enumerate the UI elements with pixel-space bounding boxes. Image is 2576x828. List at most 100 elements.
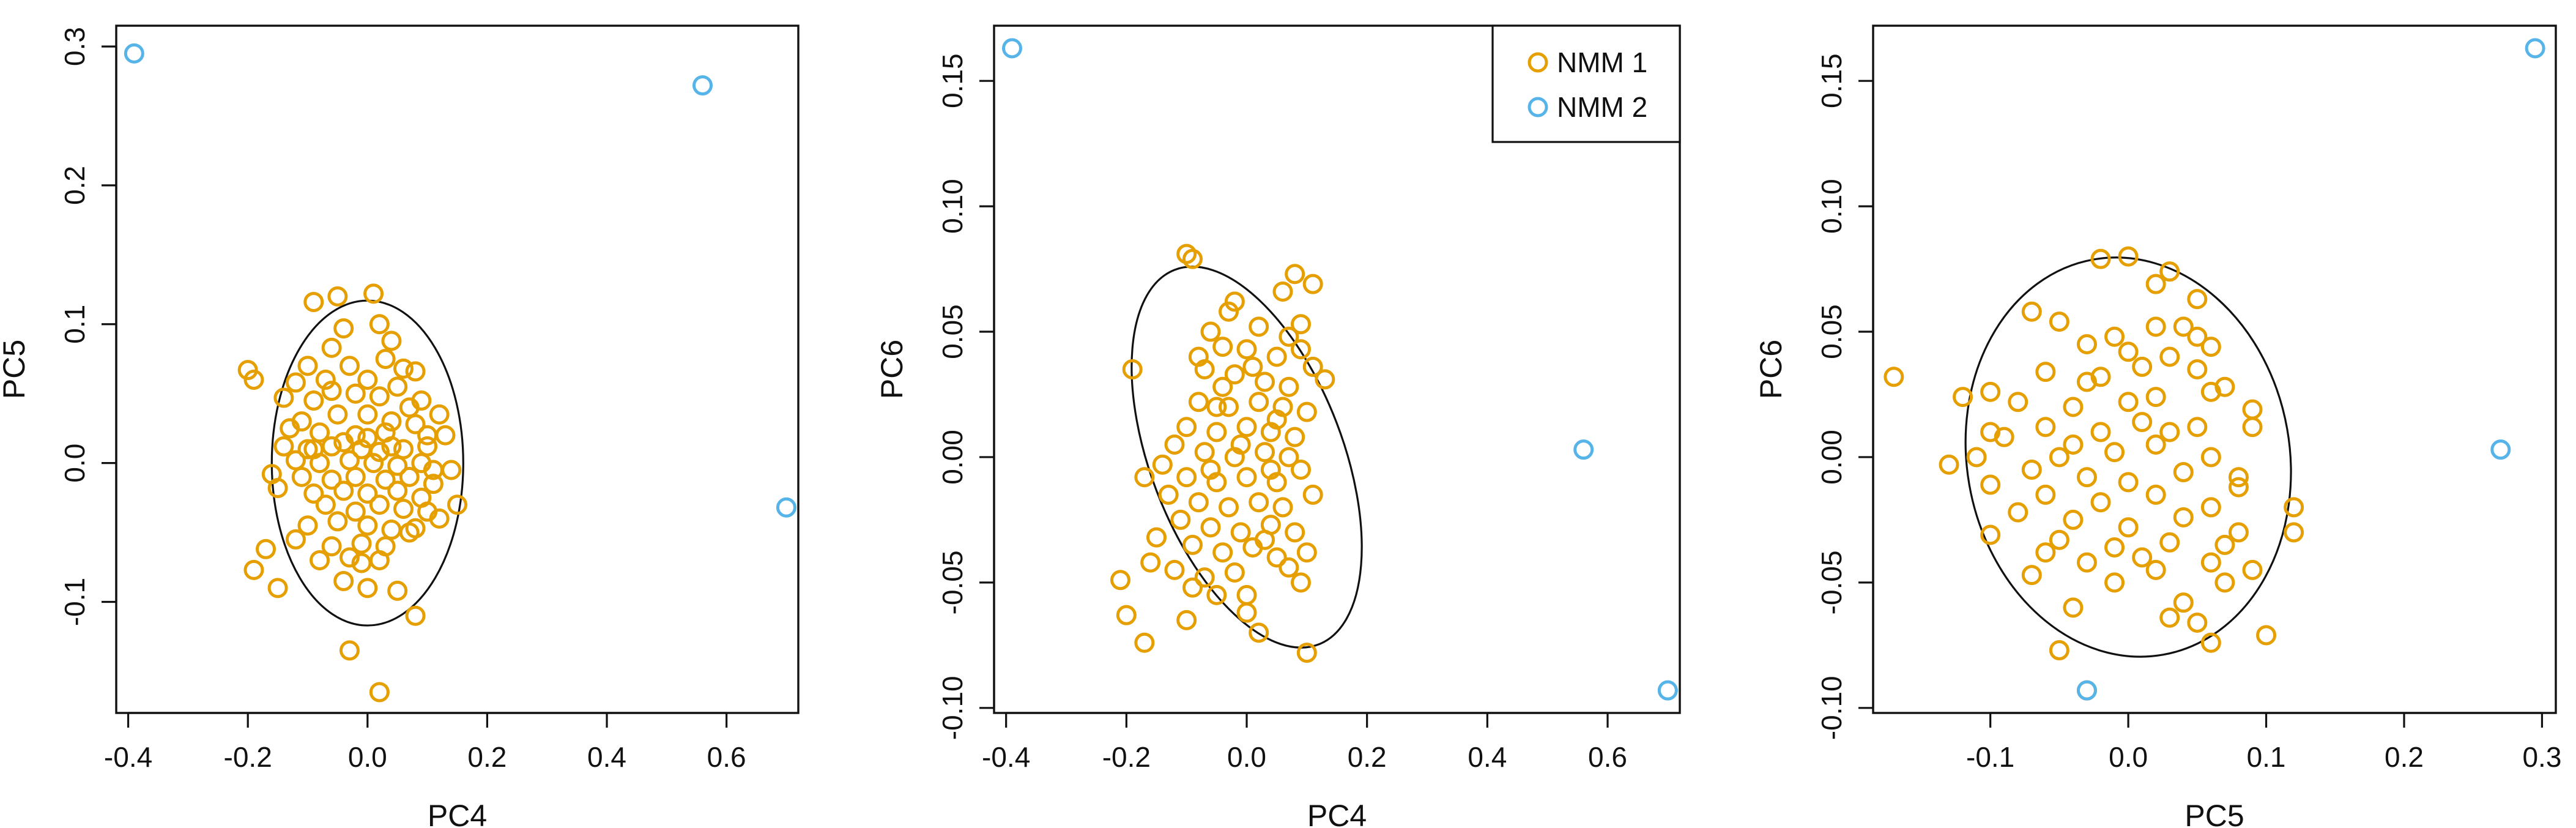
point-nmm1	[285, 450, 306, 471]
x-tick-label: 0.6	[707, 741, 746, 773]
point-nmm1	[2228, 522, 2249, 543]
point-nmm2	[1657, 680, 1678, 701]
point-nmm1	[2173, 592, 2194, 613]
point-nmm1	[1224, 562, 1245, 583]
point-nmm1	[2021, 459, 2042, 480]
point-nmm1	[2242, 417, 2263, 438]
point-nmm1	[1279, 447, 1299, 468]
point-nmm1	[1219, 301, 1239, 322]
point-nmm1	[381, 436, 402, 457]
point-nmm1	[2145, 387, 2166, 408]
point-nmm1	[2132, 412, 2153, 433]
point-nmm1	[423, 474, 444, 494]
point-nmm1	[297, 515, 318, 536]
point-nmm1	[1291, 339, 1311, 360]
point-nmm1	[1994, 427, 2014, 447]
point-nmm1	[2008, 392, 2029, 412]
point-nmm1	[333, 318, 354, 339]
point-nmm1	[2104, 442, 2125, 463]
point-nmm1	[1296, 643, 1317, 663]
x-tick-label: 0.2	[1348, 741, 1387, 773]
point-nmm1	[2118, 472, 2139, 493]
point-nmm1	[369, 386, 390, 407]
point-nmm1	[429, 404, 450, 425]
point-nmm1	[1164, 559, 1185, 580]
point-nmm1	[351, 533, 372, 554]
point-nmm1	[1966, 447, 1987, 468]
point-nmm1	[357, 370, 378, 390]
point-nmm1	[1219, 497, 1239, 518]
y-tick-label: 0.10	[1816, 179, 1847, 234]
point-nmm1	[1249, 622, 1269, 643]
y-tick-label: 0.00	[937, 430, 968, 485]
point-nmm2	[776, 497, 796, 518]
point-nmm1	[243, 559, 264, 580]
y-tick-label: -0.10	[937, 676, 968, 740]
point-nmm1	[1249, 316, 1269, 337]
point-nmm1	[327, 404, 348, 425]
point-nmm1	[2118, 341, 2139, 362]
point-nmm1	[1980, 381, 2001, 402]
point-nmm1	[2049, 640, 2069, 661]
point-nmm1	[1291, 459, 1311, 480]
point-nmm1	[1224, 364, 1245, 385]
point-nmm1	[339, 356, 360, 376]
point-nmm1	[2063, 397, 2084, 417]
y-tick-label: 0.1	[59, 305, 91, 344]
point-nmm1	[2132, 547, 2153, 568]
point-nmm1	[1194, 442, 1215, 463]
point-nmm1	[2063, 434, 2084, 455]
point-nmm2	[124, 43, 144, 64]
point-nmm1	[280, 418, 300, 439]
point-nmm1	[375, 348, 396, 369]
point-nmm1	[429, 508, 450, 529]
y-tick-label: 0.00	[1816, 430, 1847, 485]
point-nmm1	[2145, 274, 2166, 294]
point-nmm1	[1236, 417, 1257, 438]
point-nmm1	[333, 480, 354, 501]
point-nmm1	[1206, 422, 1227, 442]
point-nmm1	[2090, 367, 2111, 387]
point-nmm1	[387, 376, 408, 397]
point-nmm1	[1200, 459, 1221, 480]
point-nmm1	[423, 460, 444, 480]
point-nmm1	[1249, 392, 1269, 412]
point-nmm1	[363, 283, 384, 304]
point-nmm1	[1188, 392, 1209, 412]
point-nmm1	[1249, 492, 1269, 513]
point-nmm1	[321, 381, 342, 401]
x-tick-label: 0.3	[2522, 741, 2561, 773]
y-tick-label: 0.05	[1816, 304, 1847, 359]
point-nmm1	[2200, 497, 2221, 518]
point-nmm1	[441, 460, 462, 480]
point-nmm1	[339, 450, 360, 471]
point-nmm1	[399, 397, 420, 418]
point-nmm1	[1302, 356, 1323, 377]
point-nmm1	[2200, 447, 2221, 468]
point-nmm1	[357, 483, 378, 504]
point-nmm1	[2187, 612, 2208, 633]
point-nmm1	[1255, 371, 1275, 392]
point-nmm1	[333, 432, 354, 453]
y-axis-label: PC5	[0, 340, 31, 399]
point-nmm1	[1200, 517, 1221, 538]
point-nmm1	[1884, 367, 1904, 387]
point-nmm1	[1146, 527, 1167, 548]
x-tick-label: 0.4	[1468, 741, 1507, 773]
point-nmm1	[2090, 248, 2111, 269]
point-nmm1	[1182, 577, 1203, 598]
point-nmm1	[303, 390, 324, 411]
point-nmm1	[333, 570, 354, 591]
plot-frame	[1872, 24, 2557, 714]
point-nmm1	[297, 356, 318, 376]
point-nmm1	[327, 286, 348, 307]
point-nmm1	[357, 515, 378, 536]
point-nmm1	[405, 361, 426, 382]
point-nmm1	[2104, 537, 2125, 558]
point-nmm1	[435, 425, 456, 446]
point-nmm1	[267, 578, 288, 599]
point-nmm1	[1212, 542, 1233, 563]
point-nmm1	[2049, 447, 2069, 468]
point-nmm1	[2200, 552, 2221, 573]
